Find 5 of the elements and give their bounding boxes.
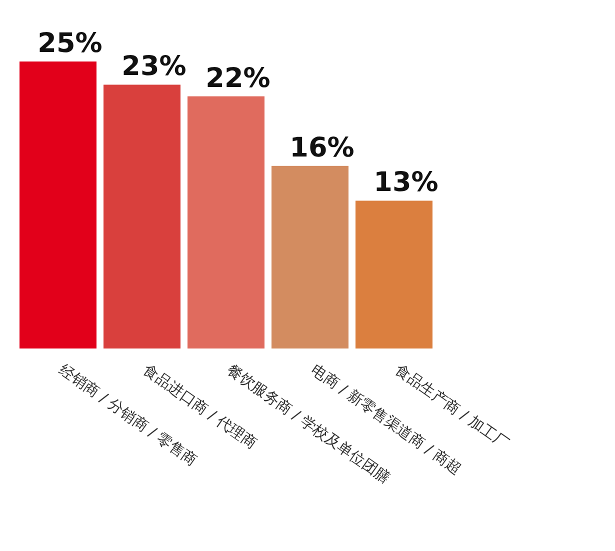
data-label: 22% <box>206 62 270 94</box>
data-label: 25% <box>38 28 102 59</box>
data-label: 23% <box>122 51 186 82</box>
data-label: 13% <box>374 167 438 198</box>
data-label: 16% <box>290 132 354 164</box>
